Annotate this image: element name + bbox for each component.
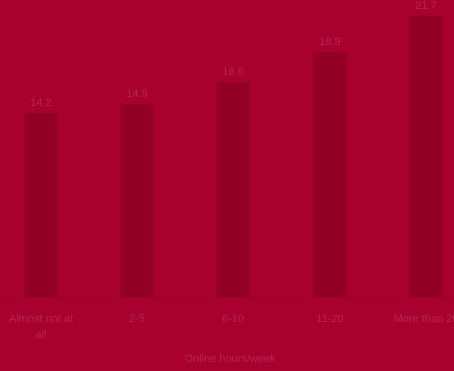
- x-tick-label-2: 2-5: [129, 313, 145, 325]
- bar-value-label-2: 14.9: [126, 88, 147, 100]
- x-tick-labels: Almost not at all 2-5 6-10 11-20 More than 20: [9, 313, 454, 341]
- x-axis-title: Online hours/week: [184, 353, 276, 365]
- bar-5: [409, 15, 443, 298]
- bar-labels-group: 14.2 14.9 16.6 18.9 21.7: [30, 0, 436, 109]
- bar-value-label-3: 16.6: [222, 66, 243, 78]
- bar-2: [120, 104, 154, 297]
- x-tick-label-4: 11-20: [316, 313, 343, 325]
- bar-value-label-1: 14.2: [30, 97, 51, 109]
- x-tick-label-5: More than 20: [394, 313, 454, 325]
- bar-4: [313, 52, 347, 298]
- x-tick-label-3: 6-10: [222, 313, 244, 325]
- bar-value-label-5: 21.7: [415, 0, 436, 12]
- bar-3: [216, 82, 250, 297]
- x-tick-label-1: Almost not at all: [9, 313, 73, 341]
- bars-group: [0, 15, 454, 298]
- bar-value-label-4: 18.9: [319, 36, 340, 48]
- bar-1: [24, 113, 58, 297]
